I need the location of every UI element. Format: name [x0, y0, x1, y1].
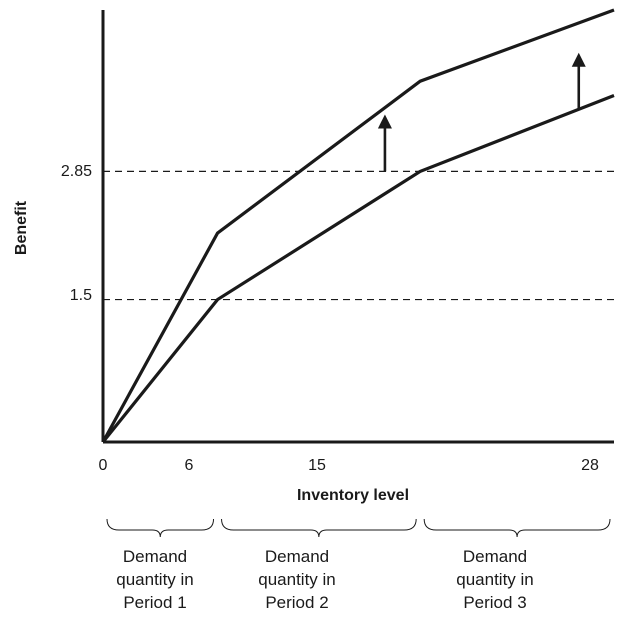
- x-tick-label: 15: [308, 457, 326, 474]
- period-3-brace: [423, 518, 611, 538]
- period-2-label-line: Period 2: [265, 593, 328, 612]
- period-2-label-line: Demand: [265, 547, 329, 566]
- period-2-label-line: quantity in: [258, 570, 336, 589]
- y-axis-title: Benefit: [13, 200, 30, 255]
- series-line-2: [101, 93, 615, 444]
- period-1-label-line: quantity in: [116, 570, 194, 589]
- period-3-label-line: Period 3: [463, 593, 526, 612]
- reference-lines: [103, 170, 614, 301]
- series-lines: [101, 8, 615, 444]
- period-braces: [106, 518, 611, 538]
- period-3-label-line: quantity in: [456, 570, 534, 589]
- period-3-label-line: Demand: [463, 547, 527, 566]
- arrows: [377, 52, 586, 172]
- arrow-head: [377, 114, 392, 129]
- arrow-head: [571, 52, 586, 67]
- period-1-label-line: Period 1: [123, 593, 186, 612]
- period-1-label-line: Demand: [123, 547, 187, 566]
- arrow-1: [377, 114, 392, 172]
- axes: [101, 10, 614, 444]
- x-axis-title: Inventory level: [297, 487, 409, 504]
- series-line-1: [101, 8, 615, 443]
- period-2-brace: [221, 518, 417, 538]
- tick-labels: 0 6 15 28 2.85 1.5: [61, 163, 599, 474]
- y-tick-label: 1.5: [70, 287, 92, 304]
- x-tick-label: 6: [185, 457, 194, 474]
- arrow-2: [571, 52, 586, 110]
- period-1-brace: [106, 518, 215, 538]
- period-labels: Demand quantity in Period 1 Demand quant…: [116, 547, 534, 612]
- x-tick-label: 28: [581, 457, 599, 474]
- y-tick-label: 2.85: [61, 163, 92, 180]
- x-tick-label: 0: [99, 457, 108, 474]
